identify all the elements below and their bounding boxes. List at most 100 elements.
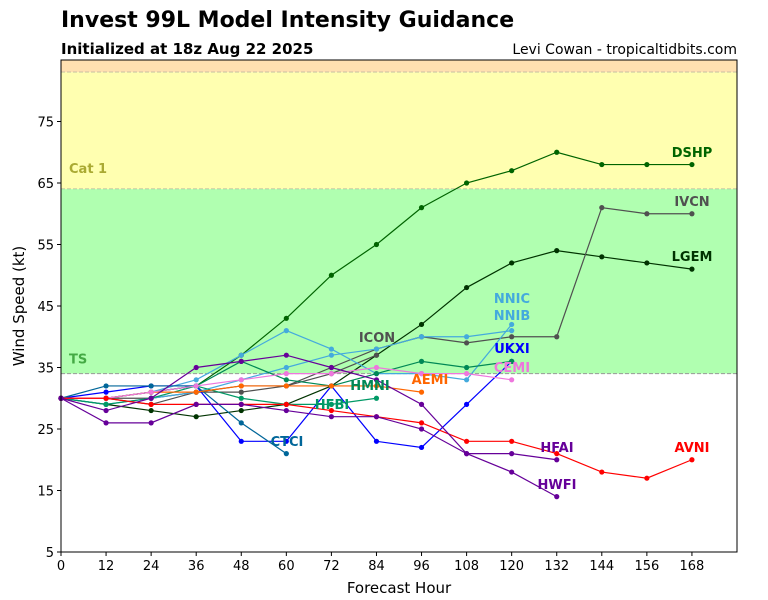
data-point-ukxi (418, 444, 425, 451)
data-point-lgem (418, 321, 425, 328)
data-point-hfbi (238, 395, 244, 401)
data-point-hfbi (373, 395, 380, 401)
data-point-nnic (464, 377, 470, 383)
data-point-ctci (148, 383, 154, 389)
data-point-lgem (148, 407, 154, 414)
data-point-hwfi (509, 469, 515, 475)
data-point-cemi (148, 389, 154, 395)
x-tick-label: 60 (278, 559, 295, 574)
data-point-icon (238, 389, 244, 395)
y-tick-label: 15 (37, 485, 54, 500)
x-tick-label: 84 (368, 559, 385, 574)
data-point-icon (373, 352, 380, 358)
y-tick-label: 25 (37, 423, 54, 438)
data-point-hwfi (193, 401, 199, 407)
data-point-cemi (283, 371, 289, 377)
data-point-ctci (238, 420, 244, 426)
data-point-ivcn (554, 334, 560, 340)
data-point-hfai (328, 364, 334, 371)
series-label-hfbi: HFBI (315, 398, 350, 413)
data-point-hfai (418, 401, 425, 407)
y-tick-label: 55 (37, 239, 54, 254)
data-point-hmni (373, 371, 380, 377)
data-point-lgem (193, 414, 199, 420)
data-point-dshp (689, 161, 695, 168)
data-point-dshp (599, 161, 605, 168)
x-tick-label: 12 (98, 559, 115, 574)
data-point-ivcn (689, 211, 695, 217)
y-tick-label: 35 (37, 362, 54, 377)
x-tick-label: 156 (634, 559, 659, 574)
series-line-hfai (60, 354, 557, 461)
data-point-avni (148, 401, 154, 407)
x-tick-label: 0 (57, 559, 65, 574)
series-label-lgem: LGEM (672, 250, 713, 265)
x-tick-label: 132 (544, 559, 569, 574)
data-point-dshp (283, 315, 289, 321)
series-label-dshp: DSHP (672, 146, 713, 161)
data-point-avni (328, 407, 334, 414)
data-point-aemi (373, 383, 380, 389)
series-label-hwfi: HWFI (538, 478, 577, 493)
data-point-ukxi (103, 389, 109, 395)
data-point-cemi (418, 371, 425, 377)
data-point-hfai (554, 457, 560, 463)
band-1 (61, 72, 737, 190)
data-point-dshp (509, 168, 515, 174)
data-point-nnib (373, 346, 380, 352)
series-line-avni (61, 397, 693, 479)
x-tick-label: 120 (499, 559, 524, 574)
data-point-lgem (509, 260, 515, 266)
data-point-lgem (599, 254, 605, 260)
data-point-hwfi (103, 420, 109, 426)
data-point-hfai (373, 377, 380, 383)
data-point-avni (599, 469, 605, 475)
data-point-cemi (238, 377, 244, 383)
data-point-ivcn (599, 205, 605, 211)
data-point-nnic (328, 346, 334, 352)
series-label-icon: ICON (359, 331, 395, 346)
data-point-avni (283, 401, 289, 407)
chart-subtitle: Initialized at 18z Aug 22 2025 (61, 40, 314, 58)
x-tick-label: 108 (454, 559, 479, 574)
band-0 (61, 60, 737, 73)
data-point-lgem (554, 248, 560, 254)
data-point-nnib (418, 334, 425, 340)
series-label-aemi: AEMI (412, 373, 449, 388)
data-point-aemi (283, 383, 289, 389)
credit-text: Levi Cowan - tropicaltidbits.com (512, 42, 737, 58)
y-axis-label: Wind Speed (kt) (10, 246, 28, 367)
x-axis-label: Forecast Hour (347, 579, 452, 597)
y-tick-label: 65 (37, 177, 54, 192)
data-point-lgem (464, 284, 470, 291)
y-tick-label: 45 (37, 300, 54, 315)
data-point-cemi (509, 377, 515, 383)
x-tick-label: 168 (680, 559, 705, 574)
data-point-lgem (644, 260, 650, 266)
data-point-aemi (238, 383, 244, 389)
series-label-ctci: CTCI (271, 435, 304, 450)
data-point-hmni (418, 358, 425, 364)
data-point-hmni (283, 377, 289, 383)
data-point-hfbi (328, 401, 334, 407)
series-label-ivcn: IVCN (674, 195, 709, 210)
data-point-hwfi (373, 414, 380, 420)
data-point-hwfi (464, 451, 470, 457)
data-point-lgem (238, 407, 244, 414)
y-tick-label: 5 (46, 546, 54, 561)
data-point-dshp (644, 161, 650, 168)
data-point-lgem (689, 266, 695, 272)
series-line-ctci (60, 385, 287, 455)
x-tick-label: 24 (143, 559, 160, 574)
x-tick-label: 72 (323, 559, 340, 574)
data-point-hwfi (418, 426, 425, 432)
band-2 (61, 189, 737, 374)
data-point-avni (418, 420, 425, 426)
data-point-hfai (103, 407, 109, 414)
band-label: TS (69, 353, 87, 368)
band-label: Cat 1 (69, 162, 107, 177)
data-point-hfai (509, 451, 515, 457)
data-point-hfbi (103, 401, 109, 407)
x-tick-label: 36 (188, 559, 205, 574)
